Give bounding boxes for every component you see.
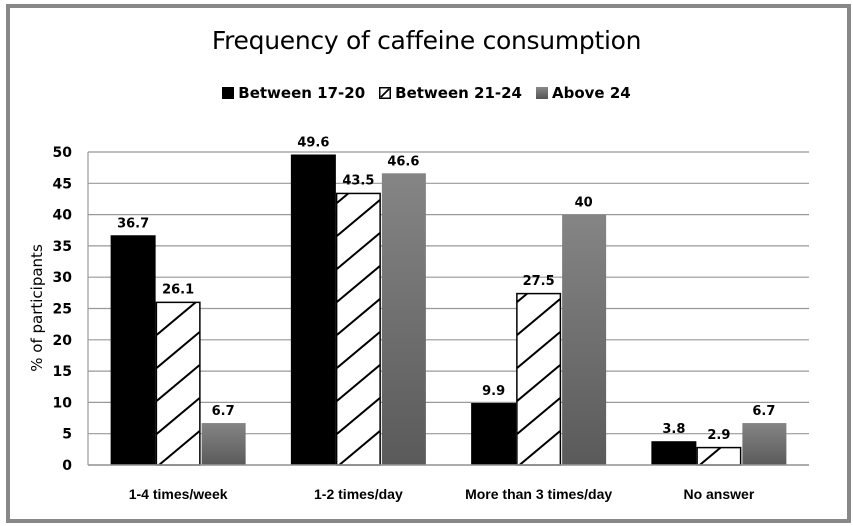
y-tick-label: 30 [53,270,73,286]
y-tick-label: 40 [53,208,73,224]
bar-hatch [517,293,561,465]
legend-swatch-gray [536,87,548,99]
bar-rect [651,441,697,465]
bar [155,301,201,466]
data-label: 2.9 [707,428,730,443]
data-label: 9.9 [482,384,505,399]
x-tick-label: More than 3 times/day [465,486,612,502]
legend-item-between-17-20: Between 17-20 [222,84,365,102]
bar-rect [381,173,426,465]
bar [290,154,336,465]
data-label: 46.6 [387,154,419,169]
bar [516,292,562,466]
data-label: 3.8 [662,422,685,437]
bar [335,192,381,466]
x-tick-label: No answer [683,486,754,502]
bar [471,403,517,465]
bar [562,214,607,465]
data-label: 6.7 [212,404,235,419]
bar-rect [562,214,607,465]
x-tick-label: 1-2 times/day [314,486,403,502]
y-tick-label: 10 [53,395,73,411]
bar [381,173,426,465]
y-tick-label: 0 [62,458,72,474]
y-tick-label: 25 [53,302,72,318]
bar [651,441,697,465]
y-tick-label: 20 [53,333,73,349]
y-tick-label: 35 [53,239,72,255]
legend-swatch-black [222,87,235,99]
data-label: 26.1 [162,283,194,298]
bar-rect [742,423,787,465]
bar-rect [516,292,562,466]
y-tick-label: 15 [53,364,72,380]
data-label: 27.5 [523,274,555,289]
bar-rect [201,423,246,465]
y-axis-label: % of participants [28,244,46,372]
bar-rect [290,154,336,465]
data-label: 6.7 [752,404,775,419]
bar-hatch [336,193,380,465]
bar-hatch [156,302,200,466]
legend-item-between-21-24: Between 21-24 [379,84,522,102]
chart-title: Frequency of caffeine consumption [211,26,642,55]
bar [742,423,787,465]
legend-label: Between 17-20 [238,84,366,102]
data-label: 49.6 [297,136,329,151]
legend-swatch-hatch [379,87,392,99]
legend-item-above-24: Above 24 [536,84,631,102]
y-tick-label: 5 [62,427,72,443]
data-label: 36.7 [117,216,149,231]
bar-rect [471,403,517,465]
bar [201,423,246,465]
y-tick-label: 45 [53,176,72,192]
x-tick-label: 1-4 times/week [129,486,228,502]
data-label: 43.5 [342,174,374,189]
legend-label: Above 24 [552,84,631,102]
y-tick-label: 50 [53,145,73,161]
legend: Between 17-20 Between 21-24 Above 24 [0,84,853,102]
bar-hatch [698,447,722,466]
bar [110,235,156,465]
legend-label: Between 21-24 [395,84,522,102]
data-label: 40 [575,196,593,211]
bar-rect [110,235,156,465]
